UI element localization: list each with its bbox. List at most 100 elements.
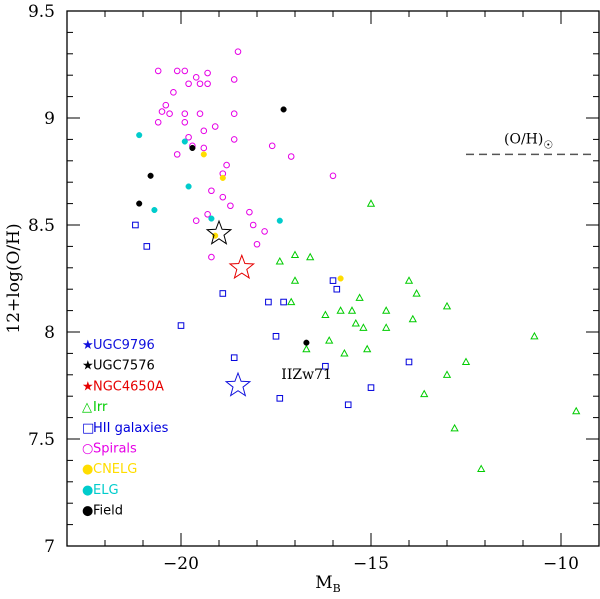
data-point: [367, 384, 375, 391]
data-point: [208, 253, 215, 261]
data-point: [181, 110, 189, 118]
data-point: [477, 464, 486, 473]
data-point: [230, 354, 238, 361]
data-point: [359, 323, 368, 331]
x-axis-label: MB: [315, 573, 341, 595]
data-point: [287, 153, 295, 160]
legend-label: HII galaxies: [93, 421, 169, 436]
data-point: [280, 298, 287, 306]
data-point: [442, 301, 452, 310]
data-point: [329, 172, 337, 180]
data-point: [173, 151, 181, 158]
data-point: [333, 285, 341, 293]
data-point: [228, 253, 256, 280]
y-tick-label: 7.5: [28, 430, 55, 450]
data-point: [366, 199, 376, 207]
data-point: [230, 110, 238, 118]
data-point: [192, 74, 200, 81]
legend-symbol: △: [82, 400, 92, 415]
x-tick-label: −10: [543, 554, 579, 574]
data-point: [261, 228, 268, 235]
data-point: [276, 217, 283, 224]
legend-label: Irr: [93, 400, 108, 415]
data-point: [412, 289, 421, 297]
data-point: [185, 133, 192, 141]
data-point: [234, 48, 242, 55]
data-point: [230, 136, 238, 143]
data-point: [219, 174, 226, 181]
series-field: [136, 106, 310, 346]
data-points: [132, 48, 581, 473]
data-point: [147, 172, 154, 179]
data-point: [227, 202, 234, 210]
plot-frame: [66, 10, 600, 547]
legend-symbol: ●: [82, 504, 93, 519]
data-point: [347, 306, 357, 314]
data-point: [200, 151, 207, 158]
series-ngc4650a: [228, 253, 256, 280]
data-point: [290, 250, 300, 259]
data-point: [450, 423, 459, 432]
data-point: [329, 277, 337, 284]
data-point: [253, 240, 261, 248]
data-point: [185, 80, 192, 88]
series-elg: [136, 132, 283, 224]
y-tick-label: 7: [44, 537, 55, 557]
data-point: [530, 331, 539, 340]
data-point: [351, 319, 360, 327]
data-point: [211, 123, 219, 130]
legend-symbol: ★: [82, 359, 94, 374]
data-point: [265, 298, 272, 306]
data-point: [322, 362, 329, 370]
solar-abundance-reference: (O/H)☉: [466, 131, 592, 156]
data-point: [189, 144, 196, 152]
data-point: [276, 395, 284, 402]
data-point: [344, 401, 352, 409]
data-point: [166, 110, 173, 118]
data-point: [325, 336, 334, 344]
data-point: [246, 208, 253, 216]
data-point: [363, 344, 372, 353]
data-point: [132, 221, 139, 229]
legend-symbol: □: [82, 421, 94, 436]
data-point: [382, 323, 391, 331]
solar-label: (O/H)☉: [504, 131, 553, 151]
y-tick-label: 8.5: [28, 216, 55, 236]
data-point: [337, 275, 344, 282]
data-point: [162, 101, 170, 109]
y-tick-label: 9.5: [28, 2, 55, 22]
data-point: [181, 67, 189, 75]
data-point: [154, 67, 162, 75]
legend-label: CNELG: [93, 462, 137, 477]
legend-symbol: ○: [82, 442, 93, 457]
data-point: [321, 310, 330, 318]
legend-symbol: ●: [82, 483, 93, 498]
data-point: [306, 252, 315, 261]
data-point: [408, 314, 417, 323]
data-point: [572, 406, 581, 415]
data-point: [204, 211, 211, 218]
data-point: [200, 144, 208, 152]
data-point: [219, 290, 227, 297]
data-point: [442, 370, 452, 378]
data-point: [290, 276, 300, 284]
data-point: [382, 306, 391, 314]
series-ugc9796: [224, 371, 252, 397]
y-axis-label: 12+log(O/H): [4, 223, 24, 333]
annotation-label: IIZw71: [281, 367, 332, 383]
data-point: [177, 322, 185, 329]
series-ugc7576: [205, 219, 233, 245]
series-irr: [275, 199, 581, 473]
legend-label: NGC4650A: [93, 379, 164, 394]
series-spirals: [154, 48, 337, 261]
data-point: [154, 118, 162, 126]
data-point: [287, 297, 296, 306]
legend: ★ UGC9796★ UGC7576★ NGC4650A△ Irr□HII galaxi…: [82, 338, 169, 519]
data-point: [272, 332, 280, 340]
data-point: [196, 80, 204, 88]
data-point: [275, 256, 284, 265]
legend-symbol: ★: [82, 338, 94, 353]
data-point: [185, 183, 192, 190]
data-point: [200, 127, 208, 135]
data-point: [136, 132, 143, 139]
